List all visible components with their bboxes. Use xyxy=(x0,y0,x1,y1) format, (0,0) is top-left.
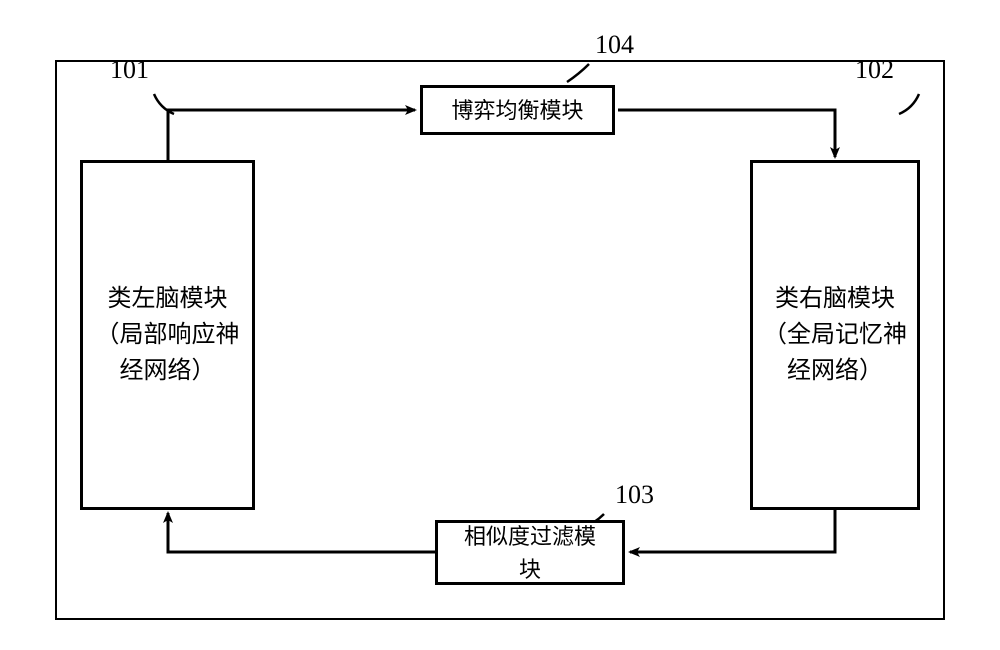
node-top-label: 博弈均衡模块 xyxy=(451,94,583,127)
node-right-line2: （全局记忆神 xyxy=(763,322,907,348)
node-bottom-line2: 块 xyxy=(519,557,541,582)
ref-label-102: 102 xyxy=(855,55,894,85)
leader-101 xyxy=(150,90,178,118)
ref-label-103: 103 xyxy=(615,480,654,510)
node-left-line1: 类左脑模块 xyxy=(108,286,228,312)
node-similarity-filter: 相似度过滤模 块 xyxy=(435,520,625,585)
node-bottom-line1: 相似度过滤模 xyxy=(464,524,596,549)
node-left-line2: （局部响应神 xyxy=(96,322,240,348)
leader-104 xyxy=(565,60,593,88)
node-left-line3: 经网络） xyxy=(120,358,216,384)
node-right-brain: 类右脑模块 （全局记忆神 经网络） xyxy=(750,160,920,510)
node-right-line3: 经网络） xyxy=(787,358,883,384)
node-game-equilibrium: 博弈均衡模块 xyxy=(420,85,615,135)
diagram-container: 101 102 103 104 类左脑模块 （局部响应神 经网络） 类右脑模块 … xyxy=(55,30,945,620)
node-right-line1: 类右脑模块 xyxy=(775,286,895,312)
ref-label-104: 104 xyxy=(595,30,634,60)
leader-102 xyxy=(895,90,923,118)
ref-label-101: 101 xyxy=(110,55,149,85)
node-left-brain: 类左脑模块 （局部响应神 经网络） xyxy=(80,160,255,510)
